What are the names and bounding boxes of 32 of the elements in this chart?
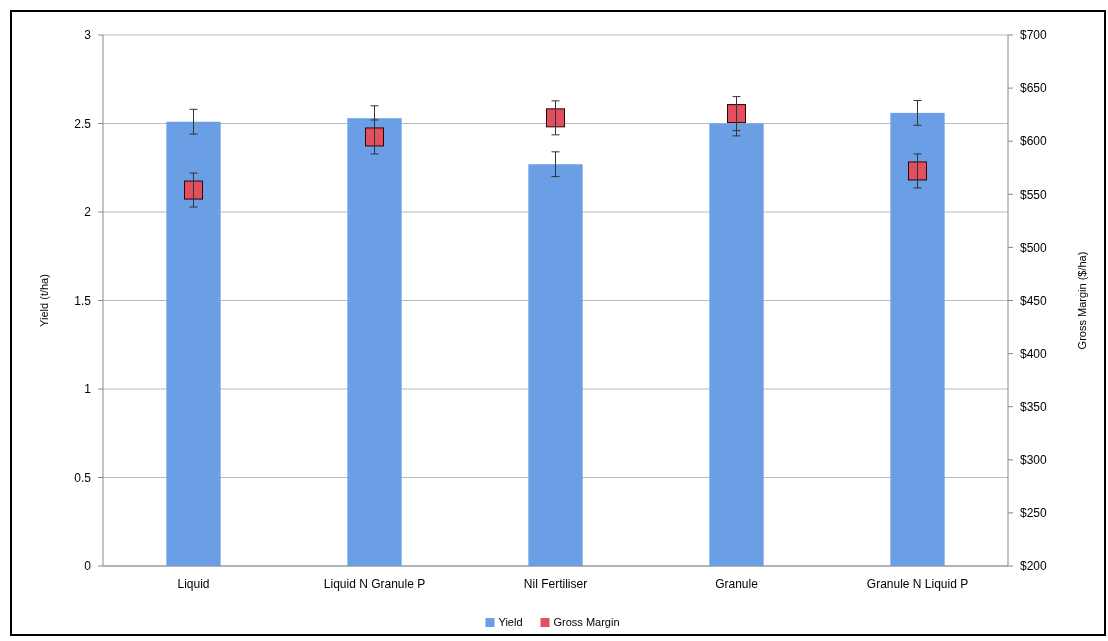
point <box>546 108 565 128</box>
y-tick-label: 0 <box>84 559 92 574</box>
y2-tick-label: $200 <box>1020 559 1048 574</box>
y-axis-title: Yield (t/ha) <box>38 274 50 327</box>
x-tick-label: Nil Fertiliser <box>523 577 588 591</box>
y2-tick-label: $600 <box>1020 134 1048 149</box>
point <box>727 104 746 124</box>
y-tick-label: 0.5 <box>74 470 92 485</box>
y-tick-label: 3 <box>84 28 92 43</box>
y-tick-label: 1 <box>84 382 92 397</box>
y2-axis-title: Gross Margin ($/ha) <box>1076 251 1088 350</box>
y2-tick-label: $450 <box>1020 293 1048 308</box>
y-tick-label: 2 <box>84 205 92 220</box>
x-tick-label: Granule <box>715 577 759 591</box>
y2-tick-label: $250 <box>1020 506 1048 521</box>
y2-tick-label: $500 <box>1020 240 1048 255</box>
point <box>365 127 384 147</box>
y2-tick-label: $700 <box>1020 28 1048 43</box>
legend-label: Yield <box>498 616 523 628</box>
y2-tick-label: $400 <box>1020 346 1048 361</box>
point <box>184 180 203 200</box>
x-tick-label: Liquid <box>177 577 210 591</box>
y2-tick-label: $650 <box>1020 81 1048 96</box>
y-tick-label: 2.5 <box>74 116 92 131</box>
y2-tick-label: $350 <box>1020 399 1048 414</box>
point <box>908 161 927 181</box>
y2-tick-label: $300 <box>1020 453 1048 467</box>
y-tick-label: 1.5 <box>74 293 92 308</box>
legend-label: Gross Margin <box>553 616 620 628</box>
x-tick-label: Liquid N Granule P <box>323 577 426 591</box>
y2-tick-label: $550 <box>1020 187 1048 202</box>
x-tick-label: Granule N Liquid P <box>866 577 969 591</box>
